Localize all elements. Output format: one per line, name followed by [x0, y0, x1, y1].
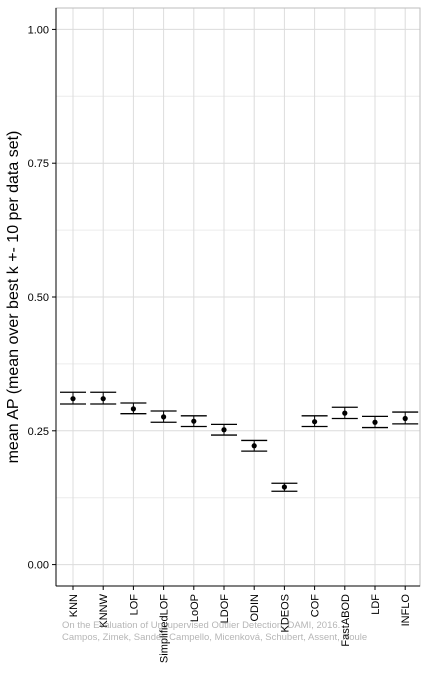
- data-marks: [60, 391, 419, 492]
- data-point: [100, 396, 106, 402]
- data-point: [161, 414, 167, 420]
- data-point: [251, 443, 257, 449]
- x-tick-label: KNN: [68, 594, 80, 617]
- data-point: [221, 427, 227, 433]
- y-tick-label: 1.00: [28, 24, 49, 36]
- y-tick-label: 0.25: [28, 426, 49, 438]
- data-point: [342, 410, 348, 416]
- y-axis-title: mean AP (mean over best k +- 10 per data…: [5, 131, 22, 464]
- x-tick-label: SimplifiedLOF: [159, 594, 171, 663]
- x-gridlines: [72, 8, 406, 586]
- x-tick-label: LOF: [128, 594, 140, 616]
- data-point: [372, 419, 378, 425]
- x-tick-label: KDEOS: [279, 594, 291, 633]
- x-tick-label: INFLO: [400, 594, 412, 627]
- x-tick-label: LDOF: [219, 594, 231, 624]
- data-point: [281, 484, 287, 490]
- y-axis-ticks: 0.00 0.25 0.50 0.75 1.00: [28, 24, 56, 572]
- data-point: [402, 415, 408, 422]
- data-point: [130, 406, 136, 412]
- y-tick-label: 0.75: [28, 158, 49, 170]
- x-tick-label: FastABOD: [340, 594, 352, 647]
- x-tick-label: COF: [310, 594, 322, 618]
- data-point: [191, 418, 197, 424]
- x-axis-ticks: KNN KNNW LOF SimplifiedLOF LoOP LDOF ODIN KDEOS…: [68, 586, 412, 663]
- y-tick-label: 0.50: [28, 292, 49, 304]
- x-tick-label: LDF: [370, 594, 382, 615]
- x-tick-label: KNNW: [98, 593, 110, 627]
- x-tick-label: LoOP: [189, 594, 201, 622]
- y-gridlines: [56, 28, 420, 566]
- x-tick-label: ODIN: [249, 594, 261, 622]
- data-point: [312, 419, 318, 425]
- data-point: [70, 396, 76, 402]
- y-tick-label: 0.00: [28, 560, 49, 572]
